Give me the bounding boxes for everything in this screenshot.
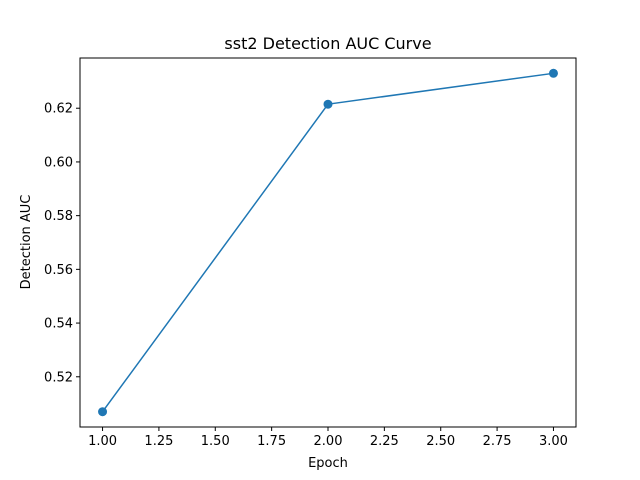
x-tick-label: 1.75	[257, 434, 286, 449]
x-tick-label: 2.50	[426, 434, 455, 449]
x-tick-label: 2.75	[483, 434, 512, 449]
x-axis-ticks: 1.00 1.25 1.50 1.75 2.00 2.25 2.50 2.75 3.00	[88, 427, 568, 449]
y-tick-label: 0.54	[44, 317, 73, 332]
chart-title: sst2 Detection AUC Curve	[224, 34, 431, 53]
y-tick-label: 0.62	[44, 102, 73, 117]
x-tick-label: 2.25	[370, 434, 399, 449]
x-tick-label: 1.00	[88, 434, 117, 449]
data-point	[98, 407, 108, 417]
y-tick-label: 0.60	[44, 155, 73, 170]
series-layer	[98, 68, 558, 417]
x-tick-label: 3.00	[539, 434, 568, 449]
data-point	[548, 68, 558, 78]
x-axis-label: Epoch	[308, 456, 348, 471]
y-tick-label: 0.58	[44, 209, 73, 224]
y-axis-label: Detection AUC	[19, 195, 34, 290]
y-axis-ticks: 0.52 0.54 0.56 0.58 0.60 0.62	[44, 102, 80, 385]
y-tick-label: 0.56	[44, 263, 73, 278]
data-point	[323, 99, 333, 109]
x-tick-label: 1.25	[144, 434, 173, 449]
y-tick-label: 0.52	[44, 370, 73, 385]
x-tick-label: 2.00	[314, 434, 343, 449]
x-tick-label: 1.50	[201, 434, 230, 449]
